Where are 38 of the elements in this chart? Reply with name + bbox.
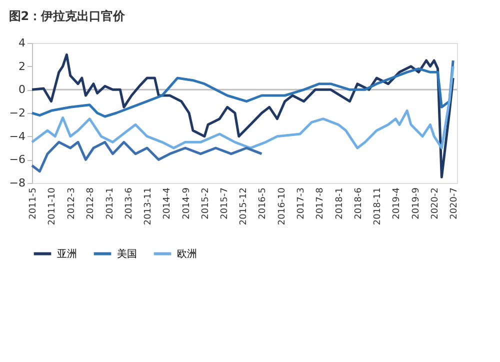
x-tick-label: 2013-11 bbox=[144, 188, 154, 226]
x-tick-label: 2018-11 bbox=[373, 188, 384, 226]
x-tick-label: 2019-9 bbox=[411, 187, 422, 220]
x-tick-label: 2020-7 bbox=[450, 188, 460, 220]
legend-label: 亚洲 bbox=[57, 248, 77, 260]
x-tick-label: 2018-6 bbox=[354, 187, 364, 220]
x-tick-label: 2012-3 bbox=[66, 188, 77, 220]
line-series bbox=[30, 53, 454, 178]
y-tick-label: −2 bbox=[9, 106, 26, 120]
x-tick-label: 2011-10 bbox=[48, 187, 58, 226]
y-tick-label: −8 bbox=[9, 176, 26, 190]
x-tick-label: 2016-5 bbox=[258, 188, 268, 220]
y-tick-label: −6 bbox=[9, 153, 26, 166]
line-series bbox=[30, 59, 454, 118]
legend-label: 欧洲 bbox=[177, 248, 197, 260]
x-tick-label: 2015-7 bbox=[220, 188, 230, 220]
x-tick-label: 2017-3 bbox=[296, 188, 306, 220]
x-tick-label: 2017-8 bbox=[316, 187, 326, 220]
x-tick-label: 2014-4 bbox=[162, 187, 173, 220]
x-tick-label: 2013-6 bbox=[124, 187, 134, 220]
y-tick-label: 4 bbox=[18, 36, 26, 50]
x-tick-label: 2011-5 bbox=[28, 188, 38, 220]
y-tick-label: 2 bbox=[18, 60, 26, 73]
y-tick-label: 0 bbox=[18, 83, 26, 96]
legend-label: 美国 bbox=[117, 248, 137, 260]
x-tick-label: 2019-4 bbox=[392, 187, 402, 220]
x-tick-label: 2012-8 bbox=[86, 187, 96, 220]
x-tick-label: 2016-10 bbox=[277, 187, 288, 226]
line-series bbox=[30, 65, 454, 150]
x-tick-label: 2013-1 bbox=[105, 188, 116, 220]
chart-title: 图2：伊拉克出口官价 bbox=[8, 9, 126, 23]
x-tick-label: 2015-2 bbox=[201, 188, 212, 220]
line-series bbox=[30, 140, 263, 173]
y-tick-label: −4 bbox=[9, 130, 26, 143]
x-tick-label: 2014-9 bbox=[182, 187, 192, 220]
x-tick-label: 2018-1 bbox=[334, 188, 345, 220]
x-tick-label: 2020-2 bbox=[430, 188, 441, 220]
x-tick-label: 2015-12 bbox=[239, 188, 250, 226]
